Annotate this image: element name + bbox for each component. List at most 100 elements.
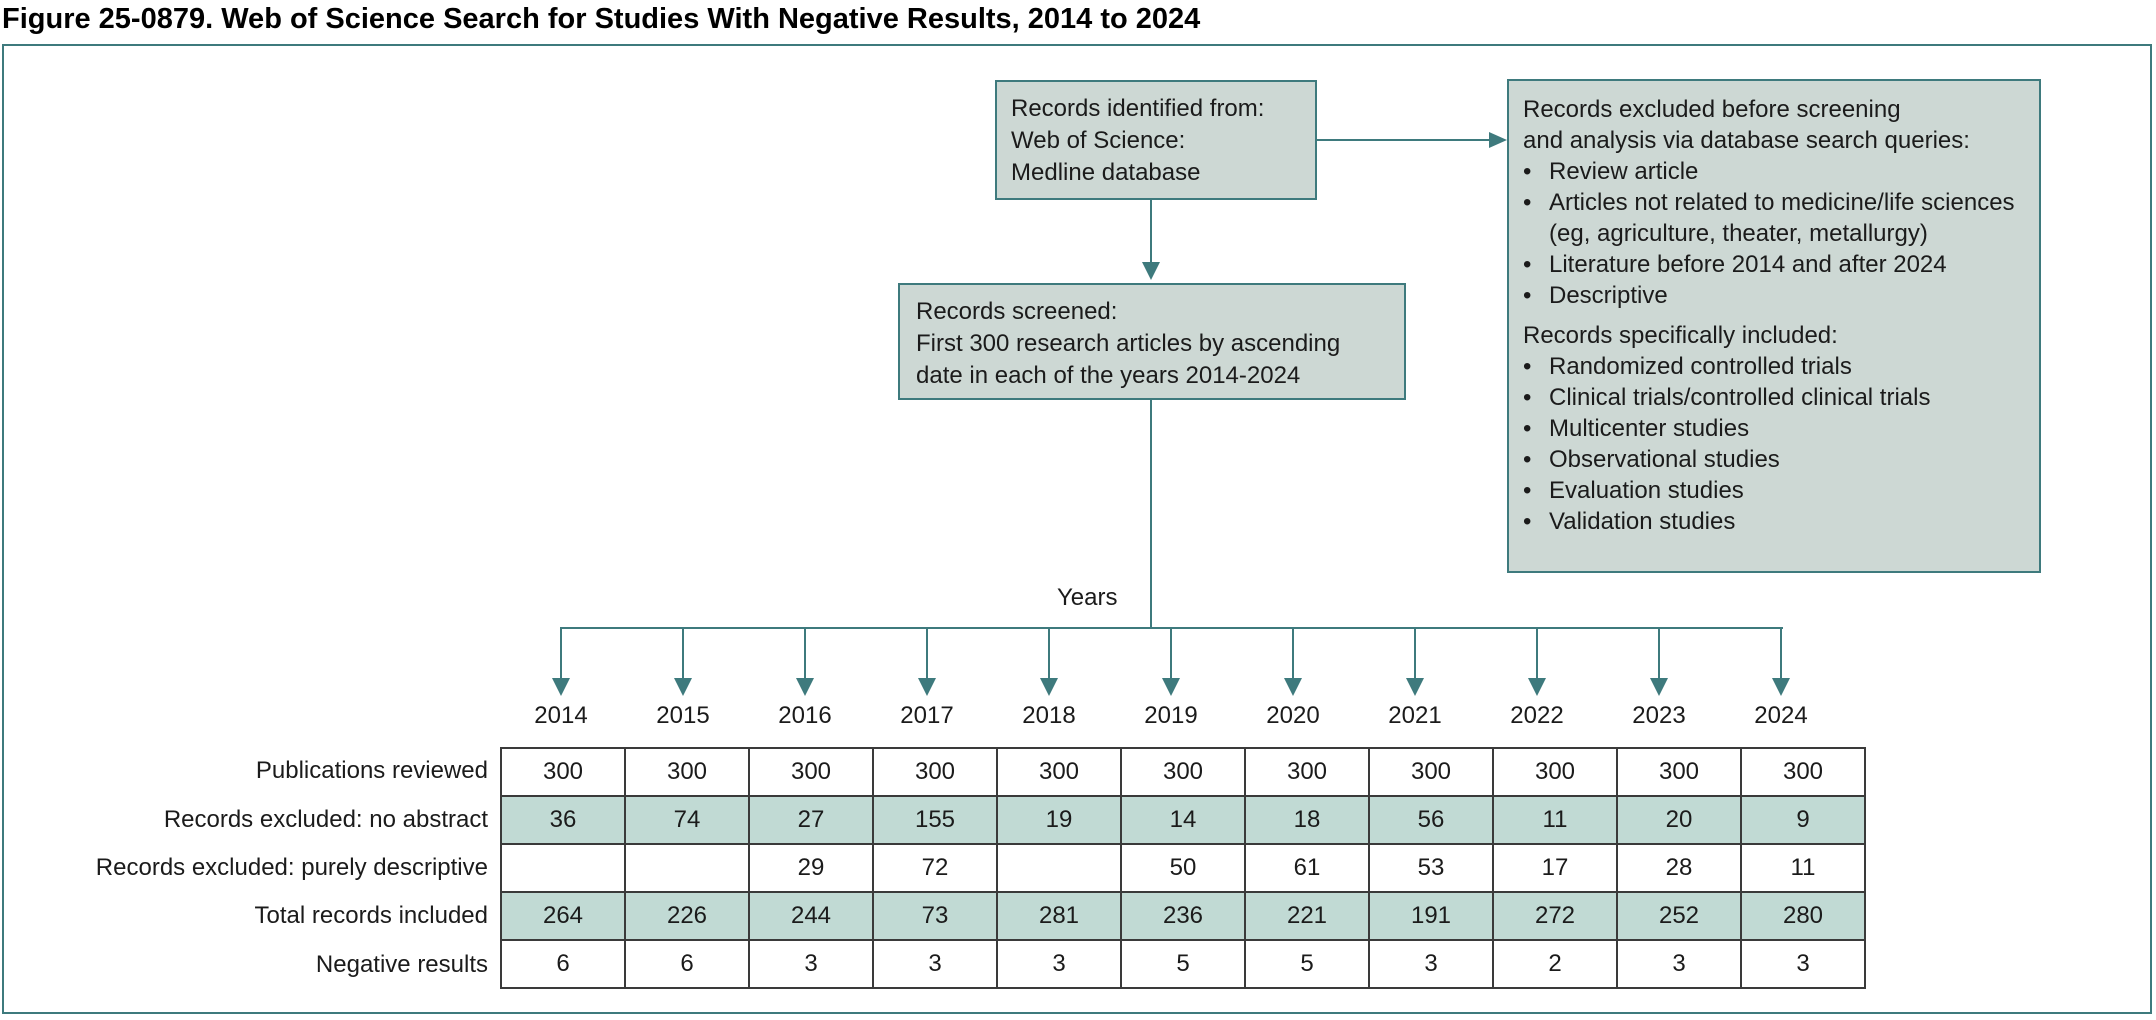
included-bullet-item: • Validation studies	[1523, 506, 2025, 537]
table-cell: 73	[872, 891, 998, 941]
bullet-text: Descriptive	[1549, 282, 1668, 309]
included-bullet-item: • Evaluation studies	[1523, 475, 2025, 506]
table-cell: 300	[996, 747, 1122, 797]
year-label: 2015	[656, 702, 710, 729]
arrow-down-icon	[796, 678, 814, 696]
year-arrow-line	[682, 629, 684, 679]
year-labels-row: 2014 2015 2016 2017 2018 2019 2020 2021 2022 2023…	[500, 702, 1842, 730]
table-cell: 18	[1244, 795, 1370, 845]
year-arrow-line	[1170, 629, 1172, 679]
table-row: 29 72 50 61 53 17 28 11	[500, 843, 1866, 893]
table-cell: 300	[1244, 747, 1370, 797]
table-cell	[624, 843, 750, 893]
records-excluded-box: Records excluded before screening and ana…	[1507, 79, 2041, 573]
year-arrow-line	[804, 629, 806, 679]
excluded-heading: Records excluded before screening and ana…	[1523, 94, 2025, 156]
table-cell: 19	[996, 795, 1122, 845]
table-cell: 14	[1120, 795, 1246, 845]
bullet-text: Validation studies	[1549, 508, 1736, 535]
table-cell: 300	[872, 747, 998, 797]
table-cell: 236	[1120, 891, 1246, 941]
year-label: 2018	[1022, 702, 1076, 729]
arrow-down-icon	[1772, 678, 1790, 696]
excluded-bullet-item: • Review article	[1523, 156, 2025, 187]
arrow-down-icon	[1650, 678, 1668, 696]
table-cell	[500, 843, 626, 893]
included-bullet-item: • Observational studies	[1523, 444, 2025, 475]
table-cell: 300	[500, 747, 626, 797]
arrow-down-icon	[1040, 678, 1058, 696]
table-cell: 155	[872, 795, 998, 845]
table-row: 36 74 27 155 19 14 18 56 11 20 9	[500, 795, 1866, 845]
connector-screened-to-branch	[1150, 400, 1152, 629]
arrow-down-icon	[918, 678, 936, 696]
year-label: 2014	[534, 702, 588, 729]
table-cell: 300	[1740, 747, 1866, 797]
bullet-icon: •	[1523, 446, 1532, 473]
year-arrow-line	[1780, 629, 1782, 679]
excluded-heading-line: and analysis via database search queries…	[1523, 127, 1970, 154]
included-heading: Records specifically included:	[1523, 322, 1838, 349]
table-cell: 300	[748, 747, 874, 797]
year-label: 2019	[1144, 702, 1198, 729]
records-identified-box: Records identified from: Web of Science: M…	[995, 80, 1317, 200]
arrow-right-icon	[1489, 132, 1507, 148]
year-arrow-line	[1048, 629, 1050, 679]
year-label: 2020	[1266, 702, 1320, 729]
identified-box-line: Medline database	[1011, 159, 1201, 186]
excluded-bullet-item: • Literature before 2014 and after 2024	[1523, 249, 2025, 280]
table-cell: 56	[1368, 795, 1494, 845]
table-cell: 272	[1492, 891, 1618, 941]
table-cell: 29	[748, 843, 874, 893]
identified-box-line: Records identified from:	[1011, 95, 1265, 122]
table-cell	[996, 843, 1122, 893]
arrow-down-icon	[674, 678, 692, 696]
table-row-label: Total records included	[254, 902, 488, 930]
table-cell: 36	[500, 795, 626, 845]
table-cell: 6	[500, 939, 626, 989]
table-row-label: Negative results	[315, 950, 488, 978]
identified-box-line: Web of Science:	[1011, 127, 1186, 154]
year-arrow-line	[1292, 629, 1294, 679]
bullet-text: Literature before 2014 and after 2024	[1549, 251, 1947, 278]
year-arrow-line	[560, 629, 562, 679]
year-label: 2024	[1754, 702, 1808, 729]
table-cell: 5	[1244, 939, 1370, 989]
table-cell: 2	[1492, 939, 1618, 989]
table-cell: 28	[1616, 843, 1742, 893]
bullet-text: Observational studies	[1549, 446, 1780, 473]
table-cell: 11	[1492, 795, 1618, 845]
figure-title: Figure 25-0879. Web of Science Search fo…	[2, 3, 1201, 35]
table-cell: 3	[872, 939, 998, 989]
bullet-icon: •	[1523, 189, 1532, 216]
table-row-label: Publications reviewed	[255, 757, 488, 785]
bullet-text: Clinical trials/controlled clinical tria…	[1549, 384, 1931, 411]
results-table: 300 300 300 300 300 300 300 300 300 300 300 36 74 27 1…	[500, 747, 1866, 989]
screened-box-line: Records screened:	[916, 298, 1118, 325]
table-cell: 74	[624, 795, 750, 845]
bullet-text: Review article	[1549, 158, 1699, 185]
table-cell: 61	[1244, 843, 1370, 893]
table-row-label: Records excluded: no abstract	[163, 805, 488, 833]
table-cell: 9	[1740, 795, 1866, 845]
year-label: 2023	[1632, 702, 1686, 729]
table-cell: 27	[748, 795, 874, 845]
table-cell: 3	[748, 939, 874, 989]
table-cell: 3	[1740, 939, 1866, 989]
year-arrow-line	[1536, 629, 1538, 679]
table-cell: 300	[1492, 747, 1618, 797]
included-bullet-item: • Randomized controlled trials	[1523, 351, 2025, 382]
excluded-bullet-item: • Descriptive	[1523, 280, 2025, 311]
table-cell: 300	[624, 747, 750, 797]
table-cell: 50	[1120, 843, 1246, 893]
year-label: 2016	[778, 702, 832, 729]
bullet-text: Articles not related to medicine/life sc…	[1549, 189, 2015, 247]
year-arrow-line	[1658, 629, 1660, 679]
table-cell: 252	[1616, 891, 1742, 941]
included-bullet-item: • Clinical trials/controlled clinical tri…	[1523, 382, 2025, 413]
arrow-down-icon	[1406, 678, 1424, 696]
table-row-label: Records excluded: purely descriptive	[95, 854, 488, 882]
years-branch-label: Years	[1057, 584, 1118, 611]
table-cell: 72	[872, 843, 998, 893]
